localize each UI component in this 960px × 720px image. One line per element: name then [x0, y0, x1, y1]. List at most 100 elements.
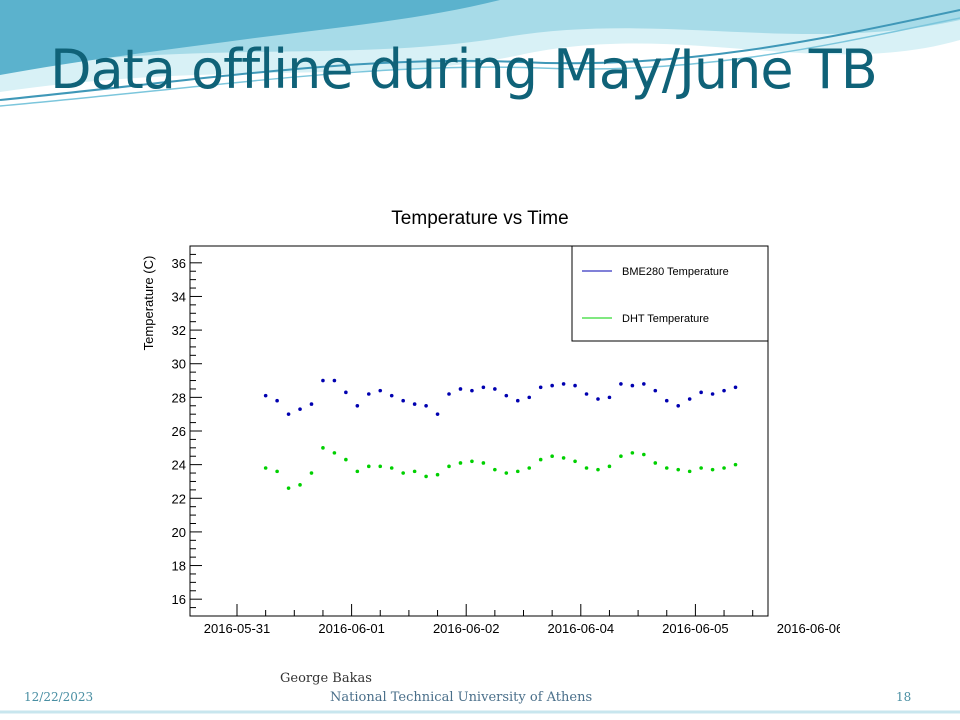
data-point: [687, 397, 692, 401]
data-point: [458, 461, 463, 465]
data-point: [550, 383, 554, 388]
data-point: [332, 378, 337, 383]
data-point: [607, 395, 612, 400]
chart-panel: Temperature vs Time Temperature (C) 16 18…: [120, 198, 840, 662]
data-point: [378, 464, 383, 469]
data-point: [344, 457, 348, 462]
y-tick-label: 30: [172, 357, 186, 372]
y-tick-label: 26: [172, 424, 186, 439]
data-point: [607, 464, 612, 469]
y-tick-label: 32: [172, 323, 186, 338]
data-point: [481, 385, 486, 390]
data-point: [573, 459, 577, 464]
data-point: [389, 466, 394, 470]
data-point: [710, 392, 715, 396]
data-point: [344, 390, 348, 395]
data-point: [676, 467, 681, 472]
data-point: [366, 392, 371, 396]
data-point: [424, 403, 428, 408]
series-layer: [263, 378, 738, 490]
y-tick-label: 36: [172, 256, 186, 271]
legend: BME280 Temperature DHT Temperature: [571, 245, 769, 342]
data-point: [596, 467, 600, 472]
slide-title: Data offline during May/June TB: [50, 38, 878, 101]
data-point: [642, 452, 646, 457]
data-point: [412, 469, 417, 474]
x-tick-label: 2016-05-31: [204, 621, 271, 636]
data-point: [412, 402, 417, 406]
data-point: [263, 393, 268, 398]
series-dht: [263, 446, 738, 490]
data-point: [699, 466, 703, 470]
data-point: [493, 467, 497, 472]
data-point: [573, 383, 577, 388]
data-point: [664, 398, 669, 403]
data-point: [275, 469, 279, 474]
data-point: [309, 402, 314, 406]
header-swoosh-line: [0, 9, 960, 101]
data-point: [630, 451, 635, 455]
y-tick-label: 28: [172, 390, 186, 405]
data-point: [596, 397, 600, 401]
data-point: [687, 469, 692, 474]
data-point: [401, 471, 405, 475]
data-point: [538, 457, 543, 462]
data-point: [447, 392, 451, 396]
data-point: [515, 469, 520, 474]
data-point: [710, 467, 715, 472]
data-point: [676, 403, 681, 408]
data-point: [321, 378, 325, 383]
data-point: [493, 387, 497, 391]
data-point: [642, 382, 646, 386]
data-point: [332, 451, 337, 455]
data-point: [722, 466, 726, 470]
data-point: [504, 471, 509, 475]
x-tick-label: 2016-06-06: [777, 621, 840, 636]
data-point: [263, 466, 268, 470]
temperature-chart: Temperature vs Time Temperature (C) 16 18…: [141, 208, 840, 636]
data-point: [527, 395, 532, 400]
footer-organization: National Technical University of Athens: [330, 690, 593, 705]
data-point: [561, 456, 566, 460]
y-tick-label: 22: [172, 491, 186, 506]
data-point: [619, 382, 623, 386]
legend-label-dht: DHT Temperature: [622, 313, 709, 325]
data-point: [561, 382, 566, 386]
series-bme280: [263, 378, 738, 416]
data-point: [435, 472, 440, 477]
data-point: [401, 398, 405, 403]
data-point: [355, 403, 360, 408]
legend-label-bme280: BME280 Temperature: [622, 266, 729, 278]
x-tick-label: 2016-06-05: [662, 621, 729, 636]
y-tick-label: 18: [172, 559, 186, 574]
data-point: [470, 459, 474, 464]
data-point: [619, 454, 623, 459]
data-point: [733, 462, 738, 467]
chart-title: Temperature vs Time: [391, 208, 568, 229]
y-tick-label: 16: [172, 592, 186, 607]
y-axis: 16 18 20 22 24 26 28 30 32 34 36: [172, 245, 202, 617]
data-point: [504, 393, 509, 398]
data-point: [722, 388, 726, 393]
footer-author: George Bakas: [280, 671, 372, 686]
data-point: [550, 454, 554, 459]
data-point: [424, 474, 428, 479]
y-tick-label: 24: [172, 458, 186, 473]
header-swoosh-line-2: [0, 17, 960, 107]
x-tick-label: 2016-06-01: [318, 621, 385, 636]
header-wave-dark: [0, 0, 500, 75]
data-point: [699, 390, 703, 395]
data-point: [470, 388, 474, 393]
data-point: [309, 471, 314, 475]
data-point: [527, 466, 532, 470]
data-point: [653, 461, 658, 465]
data-point: [584, 466, 589, 470]
data-point: [389, 393, 394, 398]
y-tick-label: 34: [172, 289, 186, 304]
data-point: [366, 464, 371, 469]
data-point: [321, 446, 325, 450]
data-point: [584, 392, 589, 396]
data-point: [458, 387, 463, 391]
footer-date: 12/22/2023: [24, 690, 94, 704]
